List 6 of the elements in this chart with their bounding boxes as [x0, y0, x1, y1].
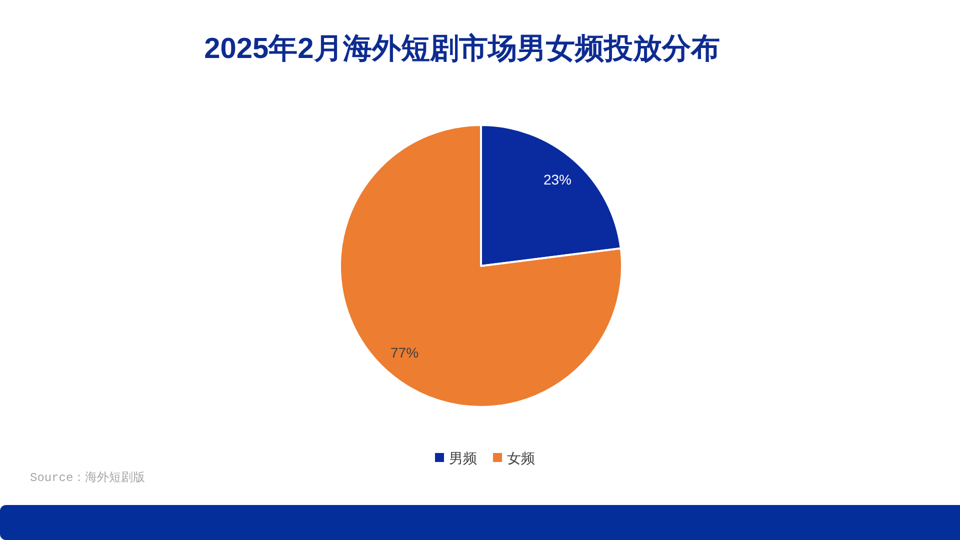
source-note: Source：海外短剧版: [30, 471, 146, 485]
chart-title: 2025年2月海外短剧市场男女频投放分布: [204, 32, 720, 65]
data-label: 23%: [543, 171, 572, 188]
data-label: 77%: [390, 344, 419, 361]
legend-label: 女频: [507, 450, 535, 466]
legend-label: 男频: [449, 450, 477, 466]
